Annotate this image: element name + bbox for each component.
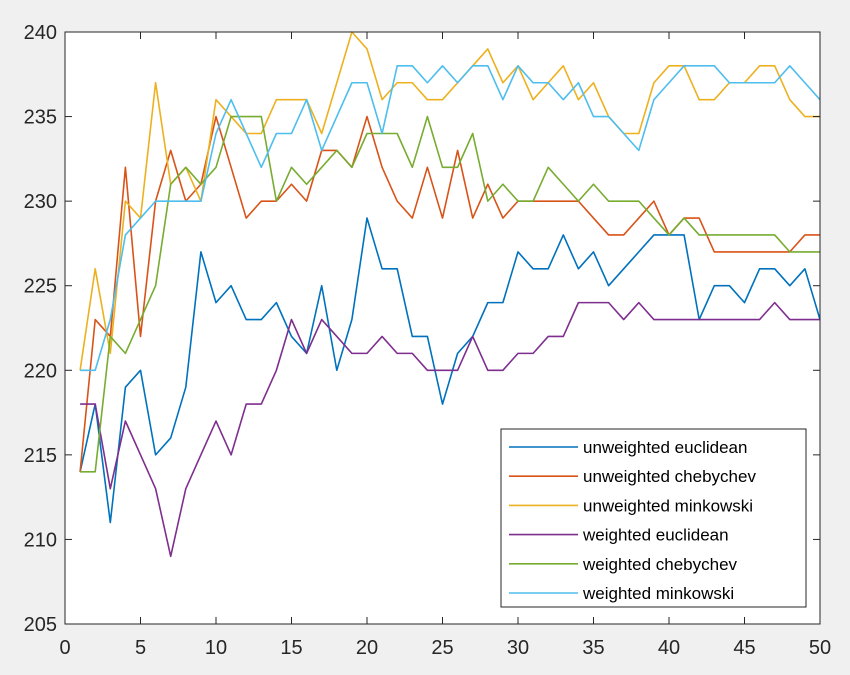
x-tick-label: 25 [431, 637, 453, 659]
x-tick-label: 10 [205, 637, 227, 659]
axes-layer: 0 5 10 15 20 25 30 35 40 45 50 205 210 215 220 225 230 23… [24, 22, 832, 659]
series-layer [79, 31, 821, 558]
series-line-unweighted-chebychev [79, 115, 820, 472]
series-line-weighted-chebychev [80, 115, 820, 473]
legend-label: unweighted chebychev [583, 467, 756, 486]
series-line-weighted-minkowski [80, 65, 821, 372]
y-tick-label: 235 [24, 107, 57, 129]
series-line-unweighted-euclidean [79, 217, 821, 524]
y-tick-label: 215 [24, 445, 57, 467]
x-tick-label: 50 [809, 637, 831, 659]
x-tick-label: 5 [135, 637, 146, 659]
x-tick-label: 0 [59, 637, 70, 659]
x-tick-label: 35 [582, 637, 604, 659]
legend: unweighted euclidean unweighted chebychev… [500, 428, 807, 608]
legend-label: weighted chebychev [582, 555, 738, 574]
x-tick-label: 45 [733, 637, 755, 659]
y-tick-label: 210 [24, 529, 57, 551]
x-tick-label: 15 [280, 637, 302, 659]
legend-label: weighted minkowski [582, 584, 734, 603]
series-line-weighted-euclidean [80, 301, 820, 558]
legend-box [500, 428, 807, 608]
y-tick-label: 240 [24, 22, 57, 44]
y-tick-label: 230 [24, 191, 57, 213]
legend-label: unweighted minkowski [583, 496, 753, 515]
legend-label: unweighted euclidean [583, 438, 747, 457]
x-tick-label: 30 [507, 637, 529, 659]
y-tick-label: 225 [24, 276, 57, 298]
y-tick-label: 205 [24, 614, 57, 636]
x-tick-label: 20 [356, 637, 378, 659]
x-tick-label: 40 [658, 637, 680, 659]
legend-label: weighted euclidean [582, 526, 729, 545]
y-tick-label: 220 [24, 360, 57, 382]
series-line-unweighted-minkowski [79, 31, 820, 371]
